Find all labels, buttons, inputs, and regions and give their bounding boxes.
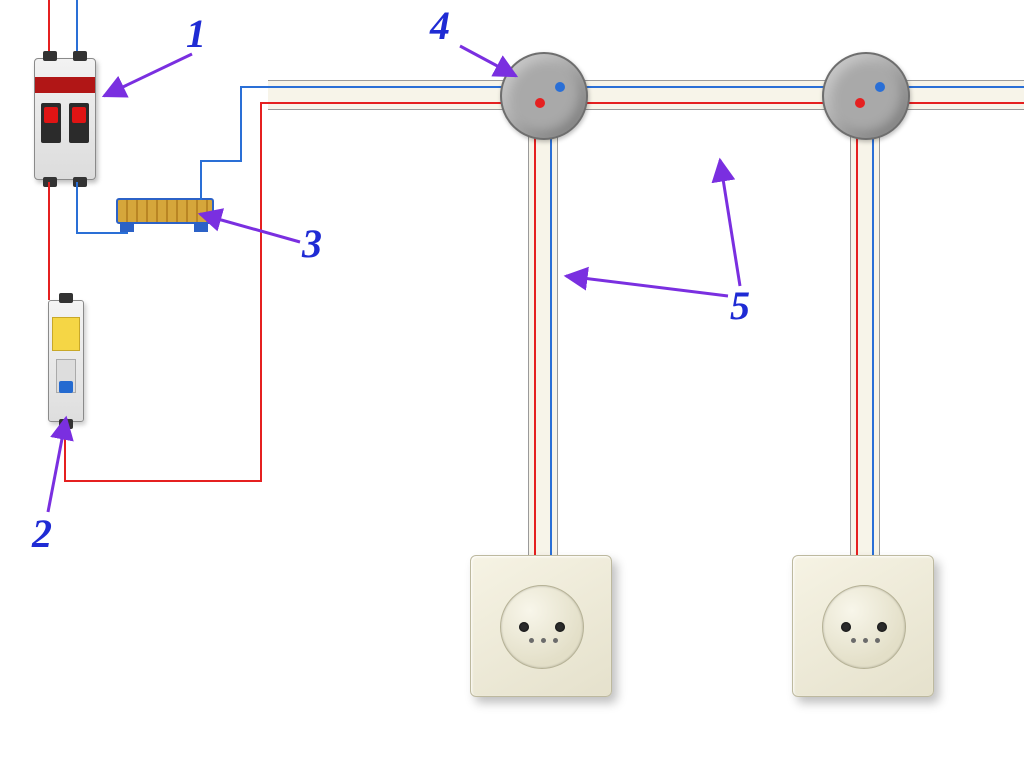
diagram-stage: 1 2 3 4 5 — [0, 0, 1024, 757]
socket-outlet-2 — [792, 555, 934, 697]
neutral-busbar — [116, 198, 214, 224]
drop2-conduit — [850, 118, 880, 555]
drop1-conduit — [528, 118, 558, 555]
junction-box-1 — [500, 52, 588, 140]
drop1-neutral-wire — [550, 89, 552, 559]
single-pole-breaker — [48, 300, 84, 422]
breaker2-term-top-r — [73, 51, 87, 61]
breaker2-term-top-l — [43, 51, 57, 61]
neutral-main-down — [76, 182, 78, 232]
breaker2-term-bot-l — [43, 177, 57, 187]
socket2-screw-3 — [875, 638, 880, 643]
drop1-phase-wire — [534, 105, 536, 559]
busbar-mount-left — [120, 222, 134, 232]
callout-label-2: 2 — [32, 510, 52, 557]
drop2-phase-wire — [856, 105, 858, 559]
breaker1-term-top — [59, 293, 73, 303]
socket-outlet-1 — [470, 555, 612, 697]
breaker1-label-plate — [52, 317, 80, 351]
socket1-pin-left — [519, 622, 529, 632]
neutral-up-to-trunk — [240, 86, 242, 162]
socket2-face — [822, 585, 906, 669]
neutral-busbar-up — [200, 160, 202, 200]
arrow-3 — [200, 214, 300, 242]
drop2-neutral-wire — [872, 89, 874, 559]
callout-label-1: 1 — [186, 10, 206, 57]
jb1-neutral-node — [555, 82, 565, 92]
breaker1-term-bot — [59, 419, 73, 429]
neutral-main-across — [76, 232, 126, 234]
socket2-pin-right — [877, 622, 887, 632]
socket1-pin-right — [555, 622, 565, 632]
socket1-screw-1 — [529, 638, 534, 643]
callout-label-5: 5 — [730, 282, 750, 329]
socket1-face — [500, 585, 584, 669]
neutral-busbar-across — [200, 160, 240, 162]
breaker2-toggle-right — [72, 107, 86, 123]
socket1-screw-3 — [553, 638, 558, 643]
breaker1-toggle — [59, 381, 73, 393]
socket2-screw-2 — [863, 638, 868, 643]
socket2-screw-1 — [851, 638, 856, 643]
jb2-phase-node — [855, 98, 865, 108]
callout-label-4: 4 — [430, 2, 450, 49]
phase-branch-down — [64, 424, 66, 480]
arrow-5b — [720, 160, 740, 286]
phase-branch-up — [260, 102, 262, 482]
busbar-mount-right — [194, 222, 208, 232]
phase-main-to-branch — [48, 182, 50, 300]
jb2-neutral-node — [875, 82, 885, 92]
callout-label-3: 3 — [302, 220, 322, 267]
double-pole-breaker — [34, 58, 96, 180]
jb1-phase-node — [535, 98, 545, 108]
trunk-conduit — [268, 80, 1024, 110]
breaker2-brand-band — [35, 77, 95, 93]
arrow-5a — [566, 276, 728, 296]
phase-branch-across — [64, 480, 260, 482]
breaker2-toggle-left — [44, 107, 58, 123]
socket2-pin-left — [841, 622, 851, 632]
junction-box-2 — [822, 52, 910, 140]
arrow-1 — [104, 54, 192, 96]
socket1-screw-2 — [541, 638, 546, 643]
